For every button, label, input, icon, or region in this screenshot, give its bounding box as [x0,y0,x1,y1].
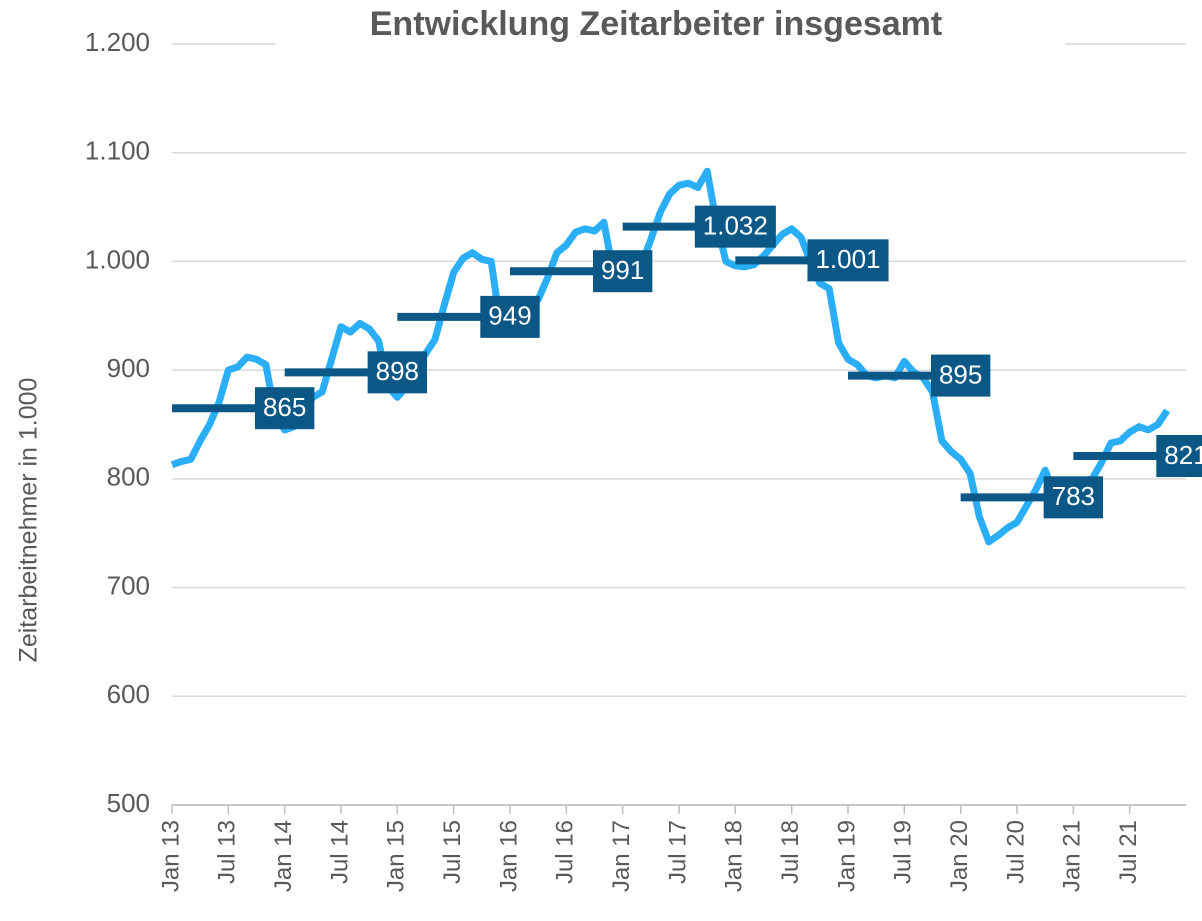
chart-title: Entwicklung Zeitarbeiter insgesamt [370,5,942,43]
x-tick-label: Jan 20 [946,820,973,892]
y-tick-label: 800 [107,462,150,492]
x-tick-label: Jul 15 [439,820,466,884]
average-value-label: 895 [939,359,982,389]
label-box [1043,476,1104,519]
x-tick-label: Jan 18 [721,820,748,892]
label-box [807,239,889,282]
average-value-label: 898 [376,356,419,386]
label-box [254,387,315,430]
y-tick-label: 1.000 [85,244,150,274]
x-tick-label: Jan 21 [1059,820,1086,892]
y-axis-label: Zeitarbeitnehmer in 1.000 [15,378,43,663]
average-label: 898 [367,351,428,394]
x-tick-label: Jan 14 [270,820,297,892]
average-label: 1.001 [807,239,889,282]
average-value-label: 991 [601,255,644,285]
x-tick-label: Jul 16 [552,820,579,884]
average-label: 895 [930,354,991,397]
average-label: 783 [1043,476,1104,519]
y-tick-label: 600 [107,679,150,709]
y-tick-label: 1.100 [85,136,150,166]
label-box [480,295,540,338]
line-series [170,167,1171,546]
average-value-label: 1.001 [815,244,880,274]
x-tick-label: Jul 20 [1002,820,1029,884]
label-box [1156,435,1202,478]
x-tick-label: Jan 13 [157,820,184,892]
y-tick-label: 900 [107,353,150,383]
average-value-label: 783 [1052,481,1095,511]
title-background [275,2,1065,50]
x-tick-label: Jul 21 [1115,820,1142,884]
average-label: 865 [254,387,315,430]
x-tick-label: Jan 15 [383,820,410,892]
x-tick-label: Jan 16 [495,820,522,892]
average-label: 991 [592,250,653,293]
label-box [694,205,776,248]
y-tick-label: 500 [107,788,150,818]
average-label: 1.032 [694,205,776,248]
x-tick-label: Jan 17 [608,820,635,892]
y-tick-label: 700 [107,570,150,600]
x-tick-label: Jul 14 [326,820,353,884]
label-box [367,351,428,394]
x-tick-label: Jul 17 [664,820,691,884]
average-value-label: 949 [488,301,531,331]
x-tick-label: Jul 18 [777,820,804,884]
average-value-label: 1.032 [703,211,768,241]
label-box [592,250,653,293]
x-tick-label: Jul 19 [890,820,917,884]
label-box [930,354,991,397]
average-value-label: 821 [1164,440,1202,470]
x-tick-label: Jan 19 [833,820,860,892]
x-tick-label: Jul 13 [214,820,241,884]
average-label: 821 [1156,435,1202,478]
y-tick-label: 1.200 [85,27,150,57]
average-value-label: 865 [263,392,306,422]
average-label: 949 [480,295,540,338]
